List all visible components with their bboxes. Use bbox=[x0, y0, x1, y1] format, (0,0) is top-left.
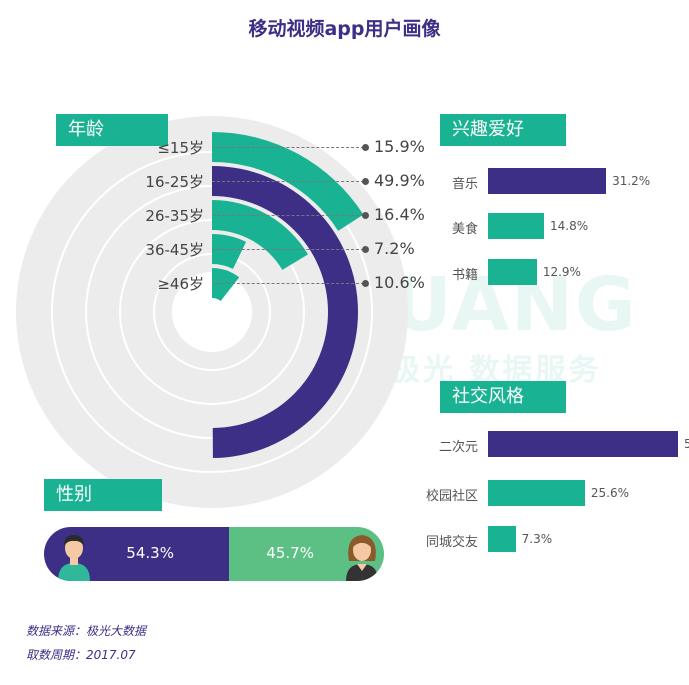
bar-value-label: 31.2% bbox=[612, 174, 651, 188]
bar-category-label: 书籍 bbox=[451, 268, 478, 283]
age-category-label: 26-35岁 bbox=[145, 207, 204, 225]
age-category-label: 16-25岁 bbox=[145, 173, 204, 191]
bar-category-label: 校园社区 bbox=[425, 489, 478, 504]
age-leader-line bbox=[212, 283, 364, 285]
interests-section-tag: 兴趣爱好 bbox=[440, 114, 566, 146]
age-leader-dot bbox=[362, 144, 369, 151]
age-leader-line bbox=[212, 181, 364, 183]
age-category-label: ≥46岁 bbox=[157, 275, 204, 293]
male-avatar-icon bbox=[58, 535, 90, 581]
bar-category-label: 同城交友 bbox=[425, 535, 478, 550]
page-title: 移动视频app用户画像 bbox=[248, 18, 441, 40]
gender-female-value: 45.7% bbox=[266, 544, 314, 562]
age-arc-3 bbox=[212, 234, 247, 269]
bar bbox=[488, 480, 585, 506]
age-leader-dot bbox=[362, 280, 369, 287]
age-section-tag: 年龄 bbox=[56, 114, 168, 146]
gender-male-value: 54.3% bbox=[126, 544, 174, 562]
age-value-label: 10.6% bbox=[374, 273, 425, 292]
age-leader-line bbox=[212, 249, 364, 251]
bar-value-label: 12.9% bbox=[542, 265, 581, 279]
social-section-tag: 社交风格 bbox=[440, 381, 566, 413]
age-category-label: ≤15岁 bbox=[157, 139, 204, 157]
age-value-label: 7.2% bbox=[374, 239, 415, 258]
age-leader-dot bbox=[362, 246, 369, 253]
bar bbox=[488, 168, 607, 194]
data-period: 取数周期：2017.07 bbox=[26, 648, 136, 662]
age-value-label: 16.4% bbox=[374, 205, 425, 224]
age-value-label: 15.9% bbox=[374, 137, 425, 156]
bar-value-label: 25.6% bbox=[590, 486, 630, 500]
bar-category-label: 美食 bbox=[451, 222, 478, 237]
age-category-label: 36-45岁 bbox=[145, 241, 204, 259]
age-leader-line bbox=[212, 215, 364, 217]
radial-hub bbox=[172, 272, 252, 352]
bar-category-label: 音乐 bbox=[451, 177, 478, 192]
bar-category-label: 二次元 bbox=[438, 440, 478, 455]
age-arc-1 bbox=[212, 166, 359, 458]
bar bbox=[488, 213, 545, 239]
age-arc-2 bbox=[212, 200, 309, 270]
bar bbox=[488, 431, 678, 457]
data-source: 数据来源：极光大数据 bbox=[26, 624, 147, 638]
age-leader-dot bbox=[362, 212, 369, 219]
gender-section-tag: 性别 bbox=[44, 479, 162, 511]
bar-value-label: 14.8% bbox=[550, 219, 589, 233]
bar bbox=[488, 259, 537, 285]
bar-value-label: 50.2% bbox=[684, 437, 689, 451]
female-avatar-icon bbox=[346, 535, 378, 581]
bar-value-label: 7.3% bbox=[521, 532, 553, 546]
age-leader-line bbox=[212, 147, 364, 149]
bar bbox=[488, 526, 516, 552]
age-value-label: 49.9% bbox=[374, 171, 425, 190]
age-arc-4 bbox=[212, 268, 240, 301]
gender-bar: 54.3% 45.7% bbox=[44, 527, 384, 581]
age-leader-dot bbox=[362, 178, 369, 185]
